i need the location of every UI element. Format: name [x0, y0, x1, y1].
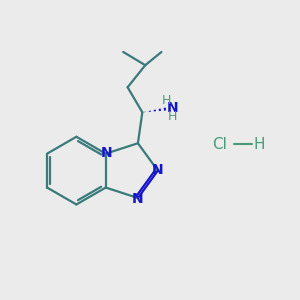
Text: Cl: Cl	[212, 136, 226, 152]
Text: N: N	[167, 101, 178, 115]
Text: N: N	[100, 146, 112, 160]
Text: N: N	[152, 163, 164, 177]
Text: H: H	[168, 110, 177, 123]
Text: N: N	[132, 192, 144, 206]
Text: H: H	[162, 94, 172, 107]
Text: H: H	[253, 136, 265, 152]
